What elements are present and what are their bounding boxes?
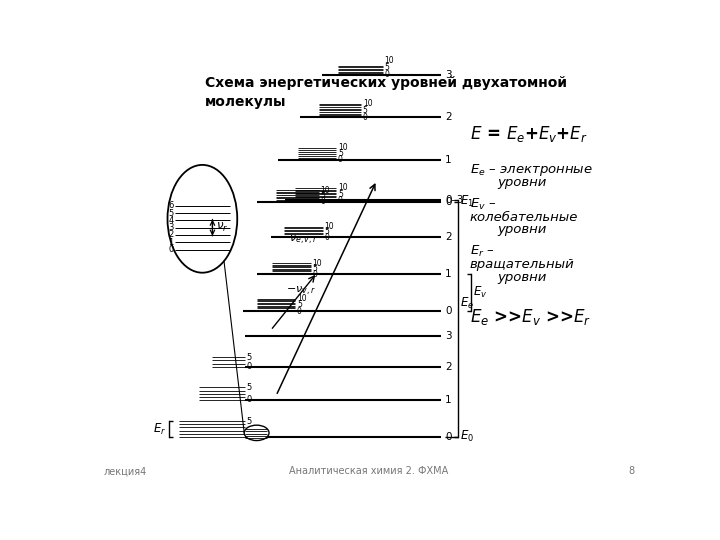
Text: 1: 1 [445, 154, 451, 165]
Text: 10: 10 [338, 184, 348, 192]
Text: $\nu_{e,v,r}$: $\nu_{e,v,r}$ [289, 234, 318, 247]
Text: $-\nu_{v,r}$: $-\nu_{v,r}$ [286, 286, 316, 299]
Text: 1: 1 [445, 395, 451, 405]
Text: 0: 0 [445, 306, 451, 316]
Text: колебательные: колебательные [469, 211, 578, 224]
Text: вращательный: вращательный [469, 258, 575, 271]
Text: 1: 1 [445, 269, 451, 279]
Text: 0: 0 [363, 113, 368, 122]
Text: 5: 5 [363, 106, 368, 115]
Text: 5: 5 [324, 227, 329, 235]
Text: $\mathit{E}$ = $\mathit{E_e}$+$\mathit{E_v}$+$\mathit{E_r}$: $\mathit{E}$ = $\mathit{E_e}$+$\mathit{E… [469, 124, 588, 144]
Text: 5: 5 [246, 353, 252, 362]
Ellipse shape [244, 425, 269, 441]
Text: $\nu_r$: $\nu_r$ [216, 221, 229, 234]
Text: 5: 5 [246, 383, 252, 392]
Text: 0: 0 [338, 155, 343, 164]
Text: 5: 5 [168, 208, 174, 218]
Text: 5: 5 [338, 190, 343, 199]
Text: 2: 2 [168, 231, 174, 239]
Text: 0: 0 [168, 245, 174, 254]
Text: 3: 3 [445, 70, 451, 80]
Text: 10: 10 [384, 57, 394, 65]
Text: 6: 6 [168, 201, 174, 210]
Text: 3: 3 [168, 223, 174, 232]
Text: 10: 10 [320, 186, 330, 194]
Text: 1: 1 [168, 238, 174, 247]
Text: 10: 10 [324, 222, 333, 231]
Text: 5: 5 [320, 191, 325, 200]
Text: 0: 0 [297, 307, 302, 316]
Text: $E_r$: $E_r$ [153, 421, 166, 436]
Text: 0: 0 [384, 70, 390, 79]
Text: $\mathit{E_e}$ >>$\mathit{E_v}$ >>$\mathit{E_r}$: $\mathit{E_e}$ >>$\mathit{E_v}$ >>$\math… [469, 307, 591, 327]
Text: $E_0$: $E_0$ [461, 429, 474, 444]
Text: 5: 5 [246, 417, 252, 426]
Text: 2: 2 [445, 112, 451, 122]
Text: 0–3: 0–3 [445, 195, 464, 205]
Text: 0: 0 [246, 362, 252, 371]
Text: Схема энергетических уровней двухатомной
молекулы: Схема энергетических уровней двухатомной… [204, 76, 567, 109]
Text: 0: 0 [320, 197, 325, 206]
Ellipse shape [168, 165, 238, 273]
Text: 0: 0 [246, 395, 252, 404]
Text: 10: 10 [338, 144, 348, 152]
Text: Аналитическая химия 2. ФХМА: Аналитическая химия 2. ФХМА [289, 467, 449, 476]
Text: 5: 5 [384, 63, 390, 72]
Text: 10: 10 [297, 294, 307, 303]
Text: 0: 0 [324, 233, 329, 242]
Text: уровни: уровни [497, 223, 546, 236]
Text: 5: 5 [312, 264, 318, 273]
Text: $E_e$: $E_e$ [461, 295, 474, 310]
Text: 0: 0 [445, 197, 451, 207]
Text: $E_v$: $E_v$ [473, 285, 487, 300]
Text: $\mathit{E_e}$ – электронные: $\mathit{E_e}$ – электронные [469, 163, 593, 178]
Text: 2: 2 [445, 232, 451, 242]
Text: уровни: уровни [497, 271, 546, 284]
Text: $\mathit{E_v}$ –: $\mathit{E_v}$ – [469, 198, 496, 212]
Text: 4: 4 [168, 216, 174, 225]
Text: уровни: уровни [497, 176, 546, 189]
Text: $E_1$: $E_1$ [461, 194, 474, 210]
Text: 0: 0 [246, 432, 252, 441]
Text: 0: 0 [312, 270, 318, 279]
Text: 8: 8 [628, 467, 634, 476]
Text: 0: 0 [338, 196, 343, 205]
Text: 2: 2 [445, 362, 451, 372]
Text: лекция4: лекция4 [104, 467, 147, 476]
Text: 10: 10 [363, 99, 372, 108]
Text: 10: 10 [312, 259, 322, 268]
Text: 0: 0 [445, 431, 451, 442]
Text: 3: 3 [445, 331, 451, 341]
Text: $\mathit{E_r}$ –: $\mathit{E_r}$ – [469, 244, 495, 259]
Text: 5: 5 [338, 149, 343, 158]
Text: 5: 5 [297, 300, 302, 309]
